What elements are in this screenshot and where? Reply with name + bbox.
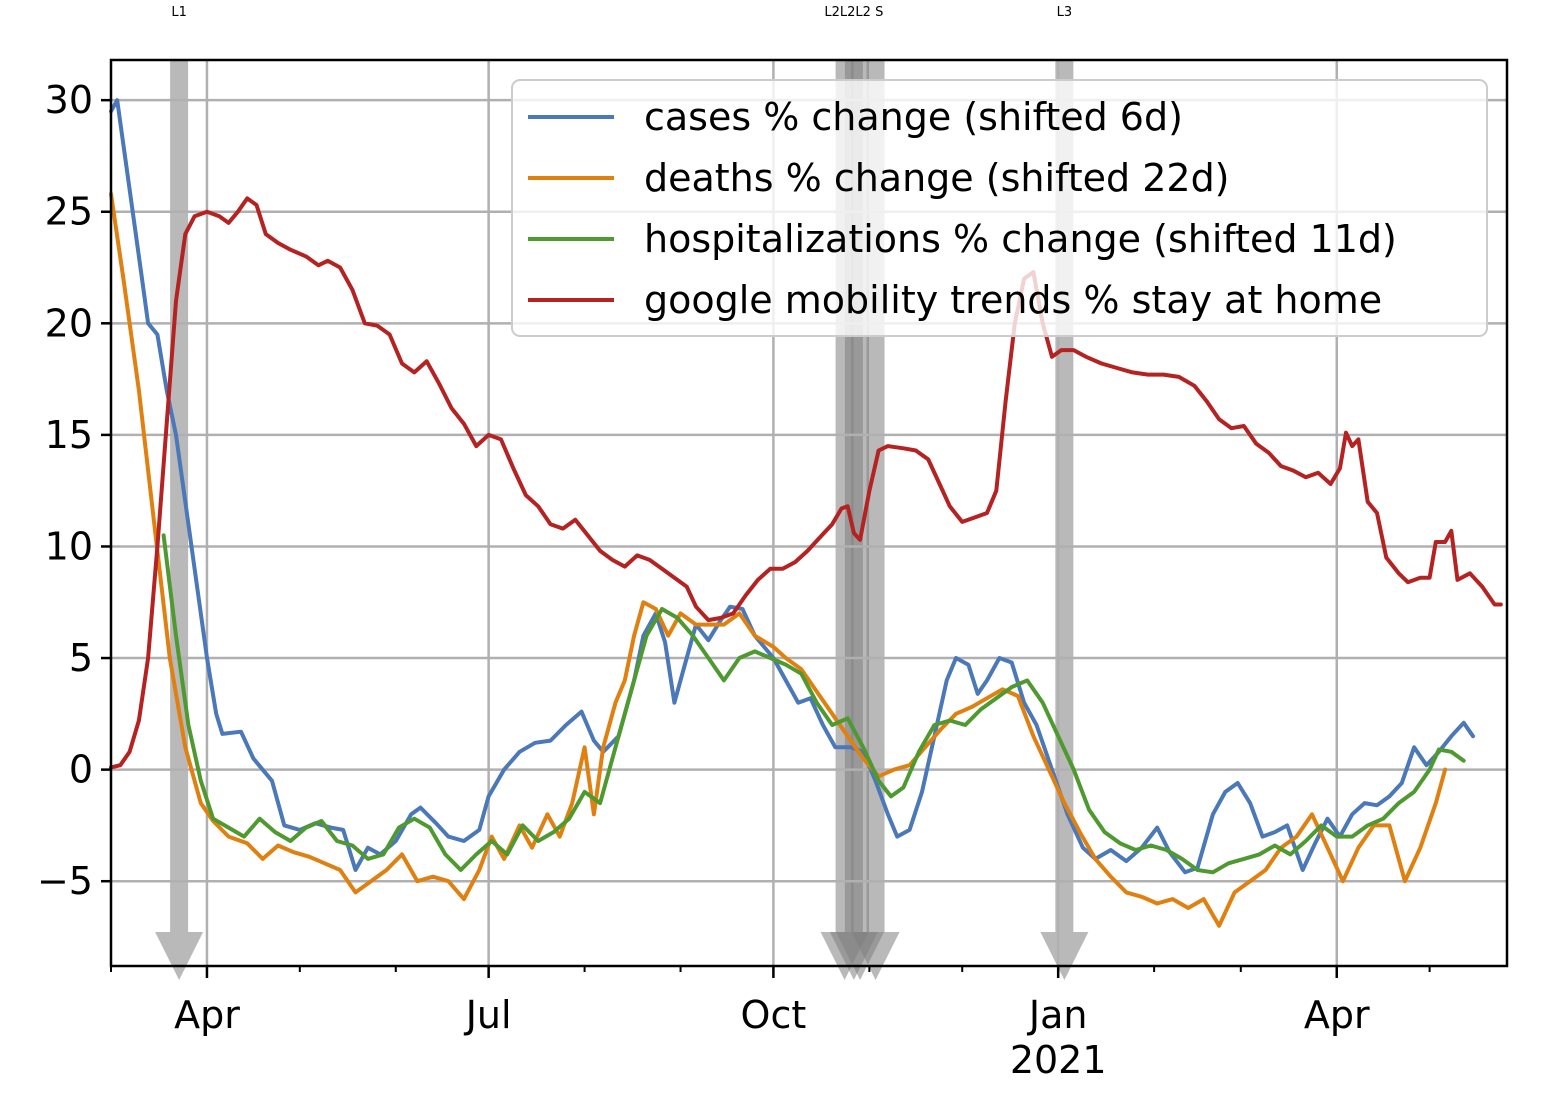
x-tick-label-0: Apr (174, 993, 240, 1037)
y-tick-label-5: 20 (45, 301, 93, 345)
legend: cases % change (shifted 6d) deaths % chan… (511, 79, 1488, 337)
y-tick-label-1: 0 (69, 748, 93, 792)
event-bars (155, 60, 1089, 980)
legend-box (511, 79, 1488, 337)
series-lines (109, 98, 1503, 928)
event-labels: L1 L2L2L2 S L3 (171, 5, 1072, 20)
series-line-3 (109, 196, 1503, 770)
y-tick-label-3: 10 (45, 524, 93, 568)
x-year-label: 2021 (1010, 1038, 1107, 1082)
legend-label-1: deaths % change (shifted 22d) (644, 156, 1230, 200)
y-tick-label-0: −5 (37, 859, 93, 903)
plot-frame (109, 58, 1509, 968)
event-label-l2-s: L2L2L2 S (824, 5, 883, 20)
event-arrow-5 (1040, 932, 1089, 980)
legend-label-2: hospitalizations % change (shifted 11d) (644, 217, 1397, 261)
x-tick-label-1: Jul (464, 993, 512, 1037)
event-arrow-0 (155, 932, 204, 980)
axis-ticks: −5 0 5 10 15 20 25 30 Apr Jul Oct Jan Apr 2021 (37, 78, 1431, 1082)
series-line-2 (161, 533, 1466, 875)
x-tick-label-3: Jan (1027, 993, 1088, 1037)
y-tick-label-7: 30 (45, 78, 93, 122)
y-tick-label-6: 25 (45, 190, 93, 234)
y-tick-label-2: 5 (69, 636, 93, 680)
event-bar-0 (170, 60, 189, 932)
x-tick-label-4: Apr (1304, 993, 1370, 1037)
event-arrow-4 (851, 932, 900, 980)
series-line-1 (109, 191, 1448, 928)
legend-label-0: cases % change (shifted 6d) (644, 95, 1183, 139)
x-tick-label-2: Oct (741, 993, 807, 1037)
event-label-l3: L3 (1057, 5, 1073, 20)
y-tick-label-4: 15 (45, 413, 93, 457)
event-label-l1: L1 (171, 5, 187, 20)
legend-label-3: google mobility trends % stay at home (644, 278, 1382, 322)
